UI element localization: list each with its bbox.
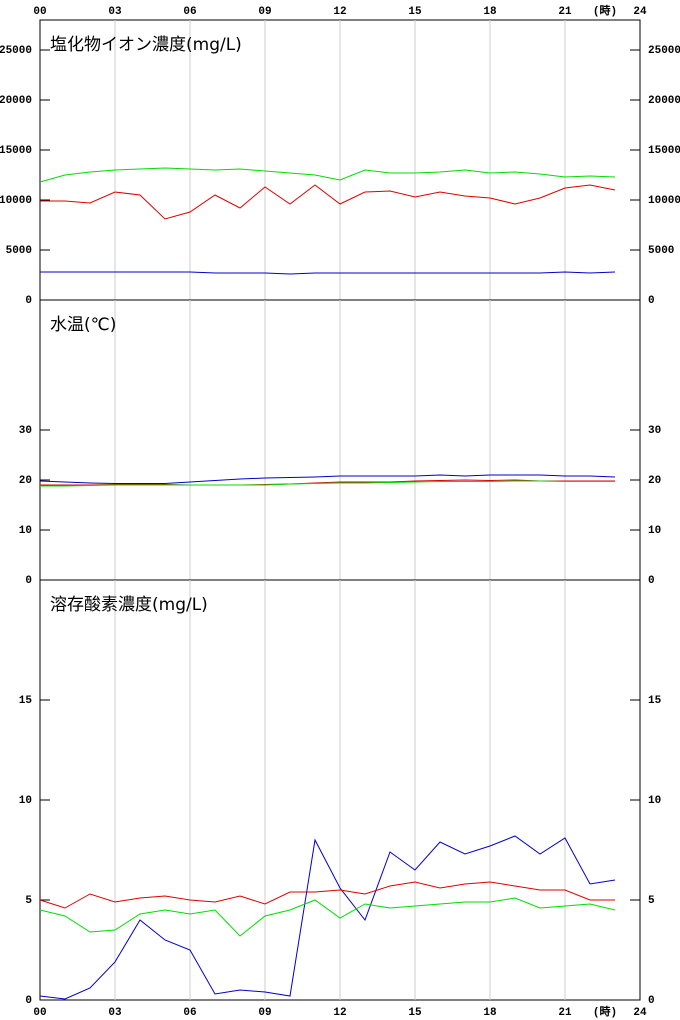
panel-title: 塩化物イオン濃度(mg/L) [50,35,242,55]
x-tick-label: 18 [483,1007,497,1019]
y-tick-label: 20 [648,475,661,487]
y-tick-label: 0 [648,295,655,307]
series-line [40,184,616,220]
series-line [39,474,616,484]
x-tick-label: 03 [108,1007,122,1019]
panel-title: 水温(℃) [50,315,116,335]
y-tick-label: 0 [25,995,32,1007]
y-tick-label: 25000 [0,45,32,57]
x-tick-label: 00 [33,6,46,18]
y-tick-label: 15 [648,695,662,707]
x-tick-label: 24 [633,6,647,18]
x-tick-label: 21 [558,6,572,18]
x-tick-label: 06 [183,6,196,18]
y-tick-label: 0 [648,995,655,1007]
x-tick-label: 12 [333,1007,346,1019]
y-tick-label: 0 [25,575,32,587]
y-tick-label: 15000 [648,145,680,157]
y-tick-label: 5000 [6,245,32,257]
y-tick-label: 15 [19,695,33,707]
x-tick-label: 12 [333,6,346,18]
y-tick-label: 10 [19,795,32,807]
series-line [40,271,616,275]
x-tick-label: 15 [408,6,422,18]
x-unit: (時) [593,1004,617,1019]
series-line [39,835,616,1000]
x-tick-label: 09 [258,6,271,18]
y-tick-label: 20000 [648,95,680,107]
y-tick-label: 10000 [648,195,680,207]
x-tick-label: 24 [633,1007,647,1019]
x-unit: (時) [593,3,617,18]
x-tick-label: 15 [408,1007,422,1019]
y-tick-label: 25000 [648,45,680,57]
x-tick-label: 06 [183,1007,196,1019]
series-line [40,480,615,487]
series-line [39,881,615,909]
y-tick-label: 5 [25,895,32,907]
y-tick-label: 30 [19,425,32,437]
series-line [39,897,616,937]
y-tick-label: 10 [648,525,661,537]
y-tick-label: 10 [648,795,661,807]
x-tick-label: 18 [483,6,497,18]
x-tick-label: 21 [558,1007,572,1019]
y-tick-label: 5 [648,895,655,907]
x-tick-label: 00 [33,1007,46,1019]
y-tick-label: 30 [648,425,661,437]
panel-title: 溶存酸素濃度(mg/L) [50,595,208,615]
series-line [39,167,616,183]
y-tick-label: 10 [19,525,32,537]
y-tick-label: 20 [19,475,32,487]
y-tick-label: 0 [648,575,655,587]
y-tick-label: 0 [25,295,32,307]
y-tick-label: 20000 [0,95,32,107]
x-tick-label: 03 [108,6,122,18]
series-line [40,479,615,486]
y-tick-label: 10000 [0,195,32,207]
y-tick-label: 5000 [648,245,674,257]
x-tick-label: 09 [258,1007,271,1019]
y-tick-label: 15000 [0,145,32,157]
